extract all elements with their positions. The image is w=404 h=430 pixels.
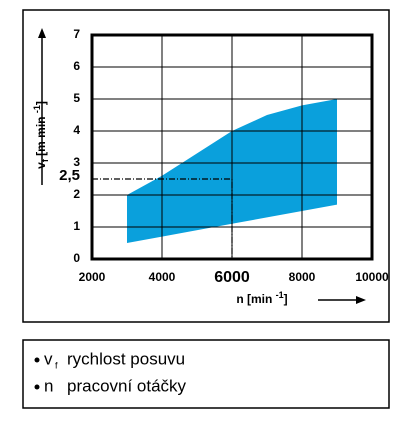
legend-sub: f (55, 360, 58, 370)
marker-label: 2,5 (59, 167, 80, 184)
legend-symbol: n (44, 376, 53, 395)
x-tick-label: 2000 (79, 270, 106, 284)
y-tick-label: 4 (73, 123, 80, 137)
marker-line (92, 178, 233, 259)
y-tick-label: 1 (73, 219, 80, 233)
x-label-close: ] (284, 292, 288, 306)
x-arrow-head (356, 296, 366, 304)
legend-text: pracovní otáčky (67, 376, 187, 395)
x-axis-label: n [min -1] (236, 290, 287, 306)
y-tick-label: 3 (73, 155, 80, 169)
legend-frame (22, 339, 390, 409)
y-arrow-head (38, 28, 46, 38)
legend-bullet (34, 357, 40, 363)
y-axis-label: vf [m min -1] (32, 101, 50, 169)
y-tick-label: 7 (73, 27, 80, 41)
y-tick-label: 5 (73, 91, 80, 105)
x-label-main: n [min (236, 292, 275, 306)
legend-symbol: v (44, 349, 53, 368)
chart-frame (22, 9, 390, 323)
y-tick-label: 6 (73, 59, 80, 73)
x-tick-label: 8000 (289, 270, 316, 284)
y-label-unit: [m min (34, 113, 48, 159)
legend-bullet (34, 384, 40, 390)
x-tick-label: 6000 (214, 269, 250, 286)
y-label-main: v (34, 162, 48, 169)
legend-text: rychlost posuvu (67, 349, 185, 368)
plot-frame (90, 33, 374, 261)
x-label-sup: -1 (276, 290, 284, 300)
y-label-sub: f (40, 158, 50, 162)
y-tick-label: 0 (73, 251, 80, 265)
y-label-close: ] (34, 101, 48, 105)
x-tick-label: 4000 (149, 270, 176, 284)
y-tick-label: 2 (73, 187, 80, 201)
y-label-sup: -1 (32, 105, 42, 113)
x-tick-label: 10000 (355, 270, 389, 284)
